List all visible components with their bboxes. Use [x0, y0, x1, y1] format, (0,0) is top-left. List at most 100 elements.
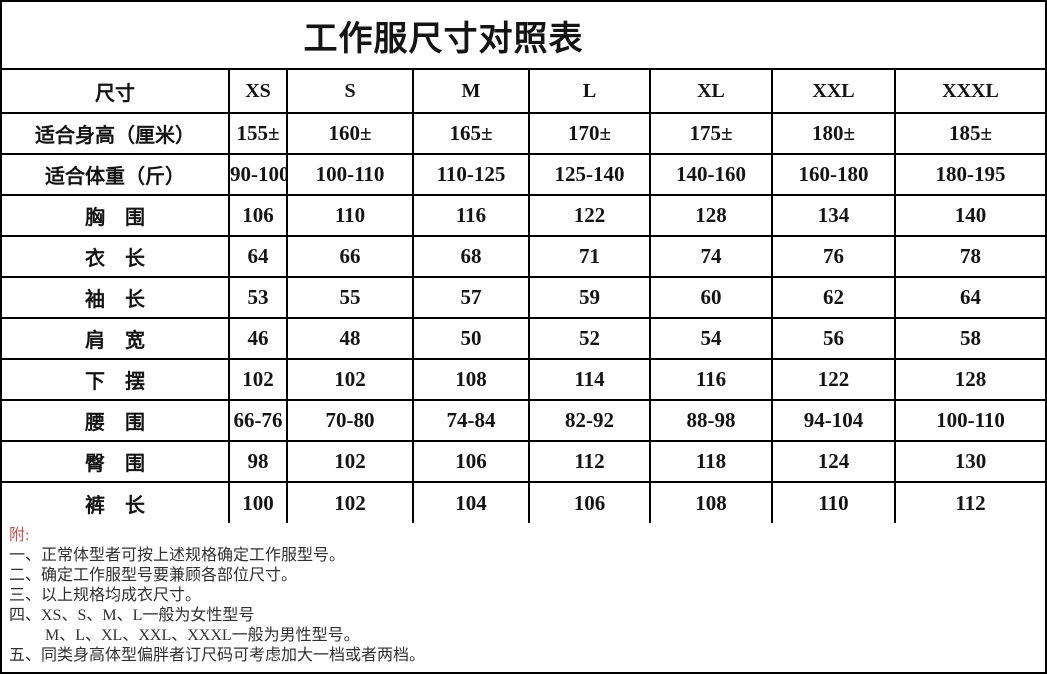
size-value-cell: 46 — [228, 317, 288, 360]
table-row: 下 摆 102 102 108 114 116 122 128 — [2, 358, 1045, 401]
size-value-cell: 130 — [894, 440, 1045, 483]
table-row: 臀 围 98 102 106 112 118 124 130 — [2, 440, 1045, 483]
size-value-cell: 100 — [228, 481, 288, 524]
size-value-cell: 122 — [528, 194, 651, 237]
size-value-cell: 54 — [649, 317, 773, 360]
size-value-cell: 128 — [649, 194, 773, 237]
size-value-cell: 185± — [894, 112, 1045, 155]
size-value-cell: 102 — [228, 358, 288, 401]
size-value-cell: 160-180 — [771, 153, 896, 196]
note-line: 二、确定工作服型号要兼顾各部位尺寸。 — [9, 567, 298, 584]
row-label: 胸 围 — [2, 194, 230, 237]
size-value-cell: 128 — [894, 358, 1045, 401]
table-row: 肩 宽 46 48 50 52 54 56 58 — [2, 317, 1045, 360]
size-value-cell: 106 — [228, 194, 288, 237]
size-value-cell: 102 — [286, 358, 414, 401]
size-value-cell: 112 — [528, 440, 651, 483]
size-value-cell: 68 — [412, 235, 530, 278]
size-value-cell: 116 — [412, 194, 530, 237]
size-value-cell: 62 — [771, 276, 896, 319]
header-cell-xl: XL — [649, 69, 773, 114]
size-value-cell: 110 — [771, 481, 896, 524]
size-value-cell: 58 — [894, 317, 1045, 360]
size-value-cell: 64 — [228, 235, 288, 278]
size-value-cell: 82-92 — [528, 399, 651, 442]
row-label: 适合体重（斤） — [2, 153, 230, 196]
size-value-cell: 78 — [894, 235, 1045, 278]
size-value-cell: 50 — [412, 317, 530, 360]
size-value-cell: 100-110 — [894, 399, 1045, 442]
table-row: 衣 长 64 66 68 71 74 76 78 — [2, 235, 1045, 278]
size-value-cell: 116 — [649, 358, 773, 401]
row-label: 臀 围 — [2, 440, 230, 483]
notes-heading: 附: — [9, 527, 30, 544]
note-line: 三、以上规格均成衣尺寸。 — [9, 587, 202, 604]
page-title: 工作服尺寸对照表 — [303, 20, 584, 58]
size-value-cell: 118 — [649, 440, 773, 483]
notes-section: 附: 一、正常体型者可按上述规格确定工作服型号。 二、确定工作服型号要兼顾各部位… — [2, 523, 1045, 666]
size-value-cell: 74 — [649, 235, 773, 278]
size-value-cell: 56 — [771, 317, 896, 360]
size-value-cell: 108 — [412, 358, 530, 401]
size-value-cell: 94-104 — [771, 399, 896, 442]
size-value-cell: 170± — [528, 112, 651, 155]
row-label: 腰 围 — [2, 399, 230, 442]
size-value-cell: 66 — [286, 235, 414, 278]
size-value-cell: 98 — [228, 440, 288, 483]
size-value-cell: 104 — [412, 481, 530, 524]
size-value-cell: 180-195 — [894, 153, 1045, 196]
row-label: 袖 长 — [2, 276, 230, 319]
size-value-cell: 114 — [528, 358, 651, 401]
size-value-cell: 66-76 — [228, 399, 288, 442]
row-label: 衣 长 — [2, 235, 230, 278]
note-line: 一、正常体型者可按上述规格确定工作服型号。 — [9, 547, 346, 564]
size-value-cell: 59 — [528, 276, 651, 319]
table-header-row: 尺寸 XS S M L XL XXL XXXL — [2, 69, 1045, 114]
header-cell-xxl: XXL — [771, 69, 896, 114]
size-value-cell: 55 — [286, 276, 414, 319]
size-value-cell: 180± — [771, 112, 896, 155]
size-value-cell: 140-160 — [649, 153, 773, 196]
size-value-cell: 57 — [412, 276, 530, 319]
note-line: 五、同类身高体型偏胖者订尺码可考虑加大一档或者两档。 — [9, 647, 426, 664]
size-value-cell: 76 — [771, 235, 896, 278]
size-value-cell: 88-98 — [649, 399, 773, 442]
header-cell-size-label: 尺寸 — [2, 69, 230, 114]
size-table-body: 适合身高（厘米） 155± 160± 165± 170± 175± 180± 185± 适合体重… — [2, 112, 1045, 524]
size-value-cell: 110 — [286, 194, 414, 237]
table-row: 适合身高（厘米） 155± 160± 165± 170± 175± 180± 185± — [2, 112, 1045, 155]
table-row: 腰 围 66-76 70-80 74-84 82-92 88-98 94-104 100-11… — [2, 399, 1045, 442]
header-cell-xxxl: XXXL — [894, 69, 1045, 114]
size-value-cell: 90-100 — [228, 153, 288, 196]
size-value-cell: 122 — [771, 358, 896, 401]
table-row: 胸 围 106 110 116 122 128 134 140 — [2, 194, 1045, 237]
size-value-cell: 165± — [412, 112, 530, 155]
size-value-cell: 175± — [649, 112, 773, 155]
size-value-cell: 53 — [228, 276, 288, 319]
size-value-cell: 155± — [228, 112, 288, 155]
size-value-cell: 102 — [286, 481, 414, 524]
size-value-cell: 48 — [286, 317, 414, 360]
size-value-cell: 160± — [286, 112, 414, 155]
size-value-cell: 52 — [528, 317, 651, 360]
table-row: 袖 长 53 55 57 59 60 62 64 — [2, 276, 1045, 319]
size-value-cell: 102 — [286, 440, 414, 483]
header-cell-s: S — [286, 69, 414, 114]
size-value-cell: 134 — [771, 194, 896, 237]
size-value-cell: 74-84 — [412, 399, 530, 442]
size-value-cell: 70-80 — [286, 399, 414, 442]
size-value-cell: 106 — [412, 440, 530, 483]
row-label: 适合身高（厘米） — [2, 112, 230, 155]
size-value-cell: 106 — [528, 481, 651, 524]
note-line-continuation: M、L、XL、XXL、XXXL一般为男性型号。 — [45, 627, 360, 644]
size-value-cell: 110-125 — [412, 153, 530, 196]
header-cell-l: L — [528, 69, 651, 114]
size-value-cell: 108 — [649, 481, 773, 524]
size-value-cell: 125-140 — [528, 153, 651, 196]
row-label: 下 摆 — [2, 358, 230, 401]
table-row: 适合体重（斤） 90-100 100-110 110-125 125-140 140-16… — [2, 153, 1045, 196]
size-value-cell: 60 — [649, 276, 773, 319]
table-row: 裤 长 100 102 104 106 108 110 112 — [2, 481, 1045, 524]
row-label: 肩 宽 — [2, 317, 230, 360]
